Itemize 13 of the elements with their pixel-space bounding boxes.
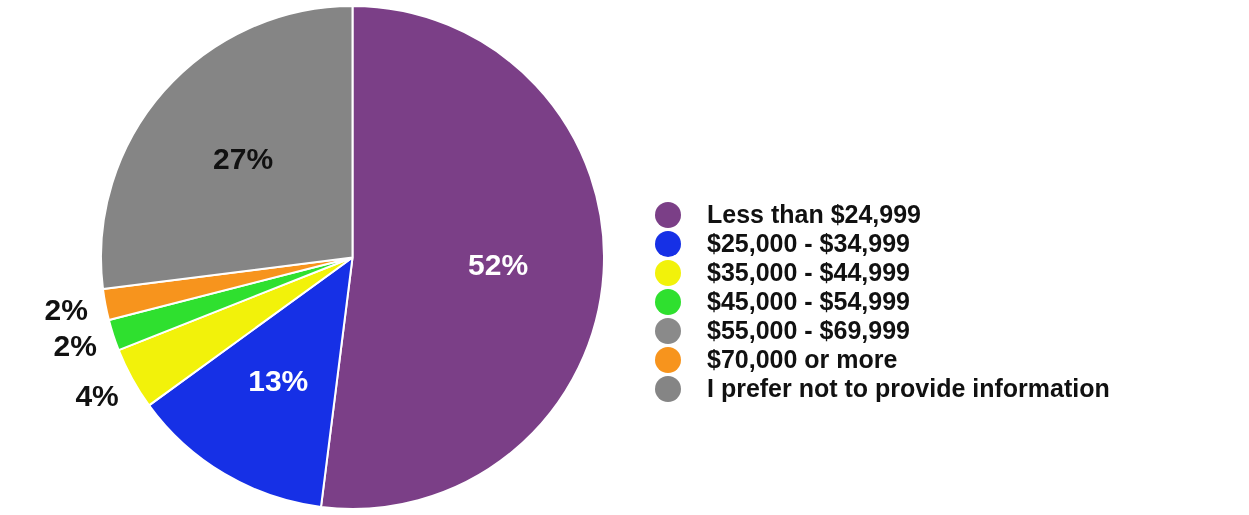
data-label: 2% (44, 293, 88, 327)
data-label: 27% (213, 142, 274, 176)
legend-label: $70,000 or more (707, 345, 898, 374)
legend-label: $35,000 - $44,999 (707, 258, 910, 287)
legend-label: $55,000 - $69,999 (707, 316, 910, 345)
data-label: 2% (53, 328, 97, 362)
data-label: 4% (75, 379, 119, 413)
legend-label: Less than $24,999 (707, 200, 922, 229)
legend-label: I prefer not to provide information (707, 374, 1110, 403)
data-label: 52% (468, 247, 529, 281)
legend-label: $45,000 - $54,999 (707, 287, 910, 316)
data-label: 13% (248, 364, 309, 398)
legend-label: $25,000 - $34,999 (707, 229, 910, 258)
